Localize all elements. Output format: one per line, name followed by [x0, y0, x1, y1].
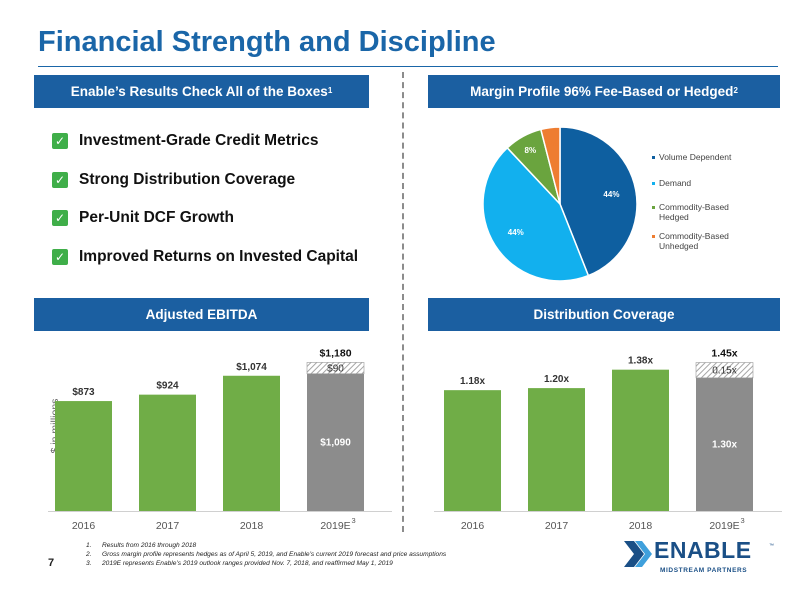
x-tick-label: 2019E — [709, 520, 739, 532]
checklist-label: Strong Distribution Coverage — [79, 171, 296, 188]
x-tick-superscript: 3 — [352, 516, 356, 525]
legend-swatch — [652, 235, 655, 238]
forecast-bar — [696, 377, 753, 511]
checklist-item: ✓ Per-Unit DCF Growth — [52, 207, 234, 229]
bar — [528, 388, 585, 511]
checklist-label: Per-Unit DCF Growth — [79, 209, 234, 226]
legend-item: Volume Dependent — [652, 152, 772, 178]
margin-banner-text: Margin Profile 96% Fee-Based or Hedged — [470, 84, 734, 99]
title-underline — [38, 66, 778, 67]
checkmark-icon: ✓ — [52, 210, 68, 226]
coverage-banner: Distribution Coverage — [428, 298, 780, 331]
bar-value-label: 1.18x — [460, 376, 485, 387]
x-tick-label: 2018 — [629, 520, 653, 532]
x-tick-label: 2019E — [320, 520, 350, 532]
legend-item: Commodity-Based Hedged — [652, 202, 732, 231]
page-number: 7 — [48, 557, 55, 569]
legend-label: Commodity-Based Unhedged — [659, 231, 729, 251]
range-value-label: $90 — [327, 364, 344, 375]
x-tick-label: 2017 — [545, 520, 569, 532]
x-tick-label: 2016 — [461, 520, 485, 532]
forecast-bar — [307, 373, 364, 511]
footnotes: 1. Results from 2016 through 2018 2. Gross… — [86, 541, 446, 568]
footnote-number: 1. — [86, 542, 92, 549]
checklist-item: ✓ Improved Returns on Invested Capital — [52, 246, 358, 268]
footnote: 3. 2019E represents Enable’s 2019 outlook… — [86, 559, 446, 568]
page-title: Financial Strength and Discipline — [38, 26, 496, 58]
x-tick-label: 2016 — [72, 520, 96, 532]
coverage-bar-chart: 1.18x 2016 1.20x 2017 1.38x 2018 1.30x 0.15x 1.4… — [434, 348, 782, 532]
logo-subtitle: MIDSTREAM PARTNERS — [660, 567, 748, 574]
checklist-label: Improved Returns on Invested Capital — [79, 248, 359, 265]
pie-slice — [559, 126, 638, 277]
pie-legend: Volume Dependent Demand Commodity-Based … — [652, 152, 772, 255]
pie-slice — [539, 126, 561, 205]
pie-slice-label: 44% — [603, 190, 619, 199]
bar-total-label: 1.45x — [711, 348, 737, 360]
bar-value-label: 1.20x — [544, 374, 569, 385]
footnote: 1. Results from 2016 through 2018 — [86, 541, 446, 550]
legend-swatch — [652, 182, 655, 185]
legend-swatch — [652, 156, 655, 159]
footnote: 2. Gross margin profile represents hedges… — [86, 550, 446, 559]
logo-trademark: ™ — [769, 543, 774, 549]
upside-range-bar — [695, 362, 754, 379]
bar-value-label: $924 — [156, 381, 179, 392]
margin-pie-chart: 44% 44% 8% 4% — [482, 126, 638, 282]
range-value-label: 0.15x — [712, 366, 736, 377]
checkmark-icon: ✓ — [52, 172, 68, 188]
footnote-text: Results from 2016 through 2018 — [102, 542, 197, 549]
pie-slice-label: 8% — [525, 146, 537, 155]
legend-swatch — [652, 206, 655, 209]
checkmark-icon: ✓ — [52, 249, 68, 265]
checklist-label: Investment-Grade Credit Metrics — [79, 132, 319, 149]
legend-item: Commodity-Based Unhedged — [652, 231, 732, 255]
legend-label: Commodity-Based Hedged — [659, 202, 729, 222]
logo-wordmark: ENABLE — [654, 537, 752, 563]
bar-value-label: $1,090 — [320, 437, 351, 448]
footnote-number: 2. — [86, 551, 92, 558]
ebitda-banner-text: Adjusted EBITDA — [145, 307, 258, 322]
bar-total-label: $1,180 — [319, 347, 351, 359]
x-tick-label: 2017 — [156, 520, 180, 532]
bar-value-label: $873 — [72, 387, 95, 398]
legend-item: Demand — [652, 178, 772, 202]
checklist-item: ✓ Investment-Grade Credit Metrics — [52, 130, 318, 152]
bar — [444, 390, 501, 511]
legend-label: Demand — [659, 178, 692, 188]
pie-slice — [482, 146, 590, 282]
checklist-item: ✓ Strong Distribution Coverage — [52, 169, 295, 191]
pie-slice-label: 44% — [508, 228, 524, 237]
footnote-text: Gross margin profile represents hedges a… — [102, 551, 447, 558]
results-banner-text: Enable’s Results Check All of the Boxes — [70, 84, 328, 99]
bar — [223, 375, 280, 511]
footnote-number: 3. — [86, 560, 92, 567]
coverage-banner-text: Distribution Coverage — [533, 307, 675, 322]
results-banner-footnote: 1 — [327, 86, 333, 95]
bar — [612, 369, 669, 511]
ebitda-banner: Adjusted EBITDA — [34, 298, 369, 331]
bar — [55, 401, 112, 511]
pie-slice-label: 4% — [546, 139, 558, 148]
ebitda-bar-chart: $ in millions$8732016$9242017$1,0742018$… — [48, 347, 392, 532]
checkmark-icon: ✓ — [52, 133, 68, 149]
chevron-arrows-icon — [624, 541, 652, 567]
footnote-text: 2019E represents Enable’s 2019 outlook r… — [102, 560, 393, 567]
vertical-divider — [402, 72, 404, 532]
margin-banner-footnote: 2 — [733, 86, 738, 95]
bar-value-label: $1,074 — [236, 362, 267, 373]
margin-banner: Margin Profile 96% Fee-Based or Hedged 2 — [428, 75, 780, 108]
bar-value-label: 1.30x — [712, 439, 737, 450]
upside-range-bar — [306, 362, 365, 375]
x-tick-label: 2018 — [240, 520, 264, 532]
bar-value-label: 1.38x — [628, 356, 653, 367]
results-banner: Enable’s Results Check All of the Boxes 1 — [34, 75, 369, 108]
x-tick-superscript: 3 — [741, 516, 745, 525]
legend-label: Volume Dependent — [659, 152, 732, 162]
bar — [139, 394, 196, 511]
